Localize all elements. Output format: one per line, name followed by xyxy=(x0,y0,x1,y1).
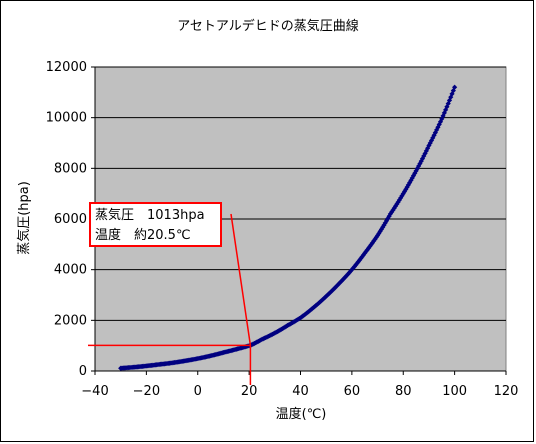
x-tick-labels: −40 −20 0 20 40 60 80 100 120 xyxy=(81,384,518,399)
data-point-168 xyxy=(333,283,340,289)
data-point-222 xyxy=(403,186,409,192)
data-point-201 xyxy=(376,230,382,237)
gridlines xyxy=(95,66,506,321)
data-point-247 xyxy=(435,124,441,130)
data-point-173 xyxy=(340,277,346,283)
annotation-box xyxy=(89,202,222,247)
data-point-231 xyxy=(414,165,420,172)
x-tick-label-3: 20 xyxy=(241,384,258,399)
data-point-184 xyxy=(354,260,360,266)
data-point-182 xyxy=(351,263,358,270)
data-point-248 xyxy=(436,121,442,128)
data-point-228 xyxy=(410,173,417,179)
data-point-196 xyxy=(369,240,376,246)
data-point-252 xyxy=(441,110,447,116)
data-point-193 xyxy=(365,245,372,251)
data-point-227 xyxy=(409,175,415,181)
annotation-pressure: 蒸気圧 1013hpa xyxy=(95,207,205,223)
data-point-208 xyxy=(385,215,391,222)
y-tick-label-5: 10000 xyxy=(46,111,87,126)
data-point-172 xyxy=(339,278,345,284)
data-point-213 xyxy=(391,205,397,211)
data-point-206 xyxy=(382,220,388,226)
data-point-258 xyxy=(449,91,455,97)
data-point-217 xyxy=(396,197,402,203)
data-points xyxy=(118,84,458,371)
data-point-188 xyxy=(359,254,365,260)
data-point-171 xyxy=(337,279,343,285)
data-point-257 xyxy=(448,94,454,100)
x-tick-label-4: 40 xyxy=(292,384,309,399)
x-tick-label-8: 120 xyxy=(494,384,519,399)
data-point-232 xyxy=(416,163,422,169)
y-tick-label-0: 0 xyxy=(79,364,87,379)
data-point-192 xyxy=(364,247,370,253)
data-point-260 xyxy=(452,84,458,90)
data-point-233 xyxy=(417,160,423,167)
y-axis-label: 蒸気圧(hpa) xyxy=(16,181,32,255)
y-tick-label-2: 4000 xyxy=(54,263,87,278)
data-point-198 xyxy=(372,236,378,242)
y-tick-labels: 0 2000 4000 6000 8000 10000 12000 xyxy=(46,60,87,379)
data-point-246 xyxy=(434,127,440,133)
data-point-179 xyxy=(347,268,354,274)
x-tick-label-1: −20 xyxy=(133,384,160,399)
data-point-216 xyxy=(395,199,401,205)
data-point-176 xyxy=(344,272,350,279)
data-point-223 xyxy=(404,184,410,190)
x-tick-label-2: 0 xyxy=(194,384,202,399)
annotation-guides xyxy=(88,213,252,385)
data-point-253 xyxy=(443,107,449,113)
x-axis-label: 温度(℃) xyxy=(276,406,327,422)
data-point-167 xyxy=(332,285,338,291)
y-tick-label-3: 6000 xyxy=(54,212,87,227)
x-tick-label-0: −40 xyxy=(81,384,108,399)
x-tick-label-7: 100 xyxy=(442,384,467,399)
data-point-242 xyxy=(428,137,435,144)
data-point-212 xyxy=(390,207,396,213)
data-point-181 xyxy=(350,265,356,271)
data-point-236 xyxy=(421,153,427,159)
data-point-202 xyxy=(377,228,383,235)
data-point-218 xyxy=(398,195,404,201)
data-point-221 xyxy=(401,188,408,195)
data-point-183 xyxy=(353,262,359,268)
data-point-251 xyxy=(440,113,446,119)
callout-leader xyxy=(230,213,252,346)
x-tick-label-5: 60 xyxy=(344,384,361,399)
data-point-174 xyxy=(341,275,347,281)
chart-title: アセトアルデヒドの蒸気圧曲線 xyxy=(177,18,359,34)
data-point-191 xyxy=(363,248,369,255)
y-tick-label-6: 12000 xyxy=(46,60,87,75)
y-tick-label-1: 2000 xyxy=(54,313,87,328)
data-point-211 xyxy=(389,209,395,215)
y-tick-label-4: 8000 xyxy=(54,161,87,176)
data-point-237 xyxy=(422,150,428,157)
data-point-226 xyxy=(408,177,414,183)
data-point-207 xyxy=(383,218,390,224)
data-point-256 xyxy=(446,97,453,103)
data-point-238 xyxy=(423,148,429,154)
data-point-254 xyxy=(444,104,450,110)
data-point-187 xyxy=(358,255,364,262)
data-point-241 xyxy=(427,140,433,146)
annotation-temperature: 温度 約20.5℃ xyxy=(95,227,191,243)
data-point-186 xyxy=(356,257,363,263)
data-point-197 xyxy=(371,238,377,244)
data-point-243 xyxy=(430,135,436,141)
x-tick-label-6: 80 xyxy=(395,384,412,399)
data-point-203 xyxy=(378,226,385,232)
